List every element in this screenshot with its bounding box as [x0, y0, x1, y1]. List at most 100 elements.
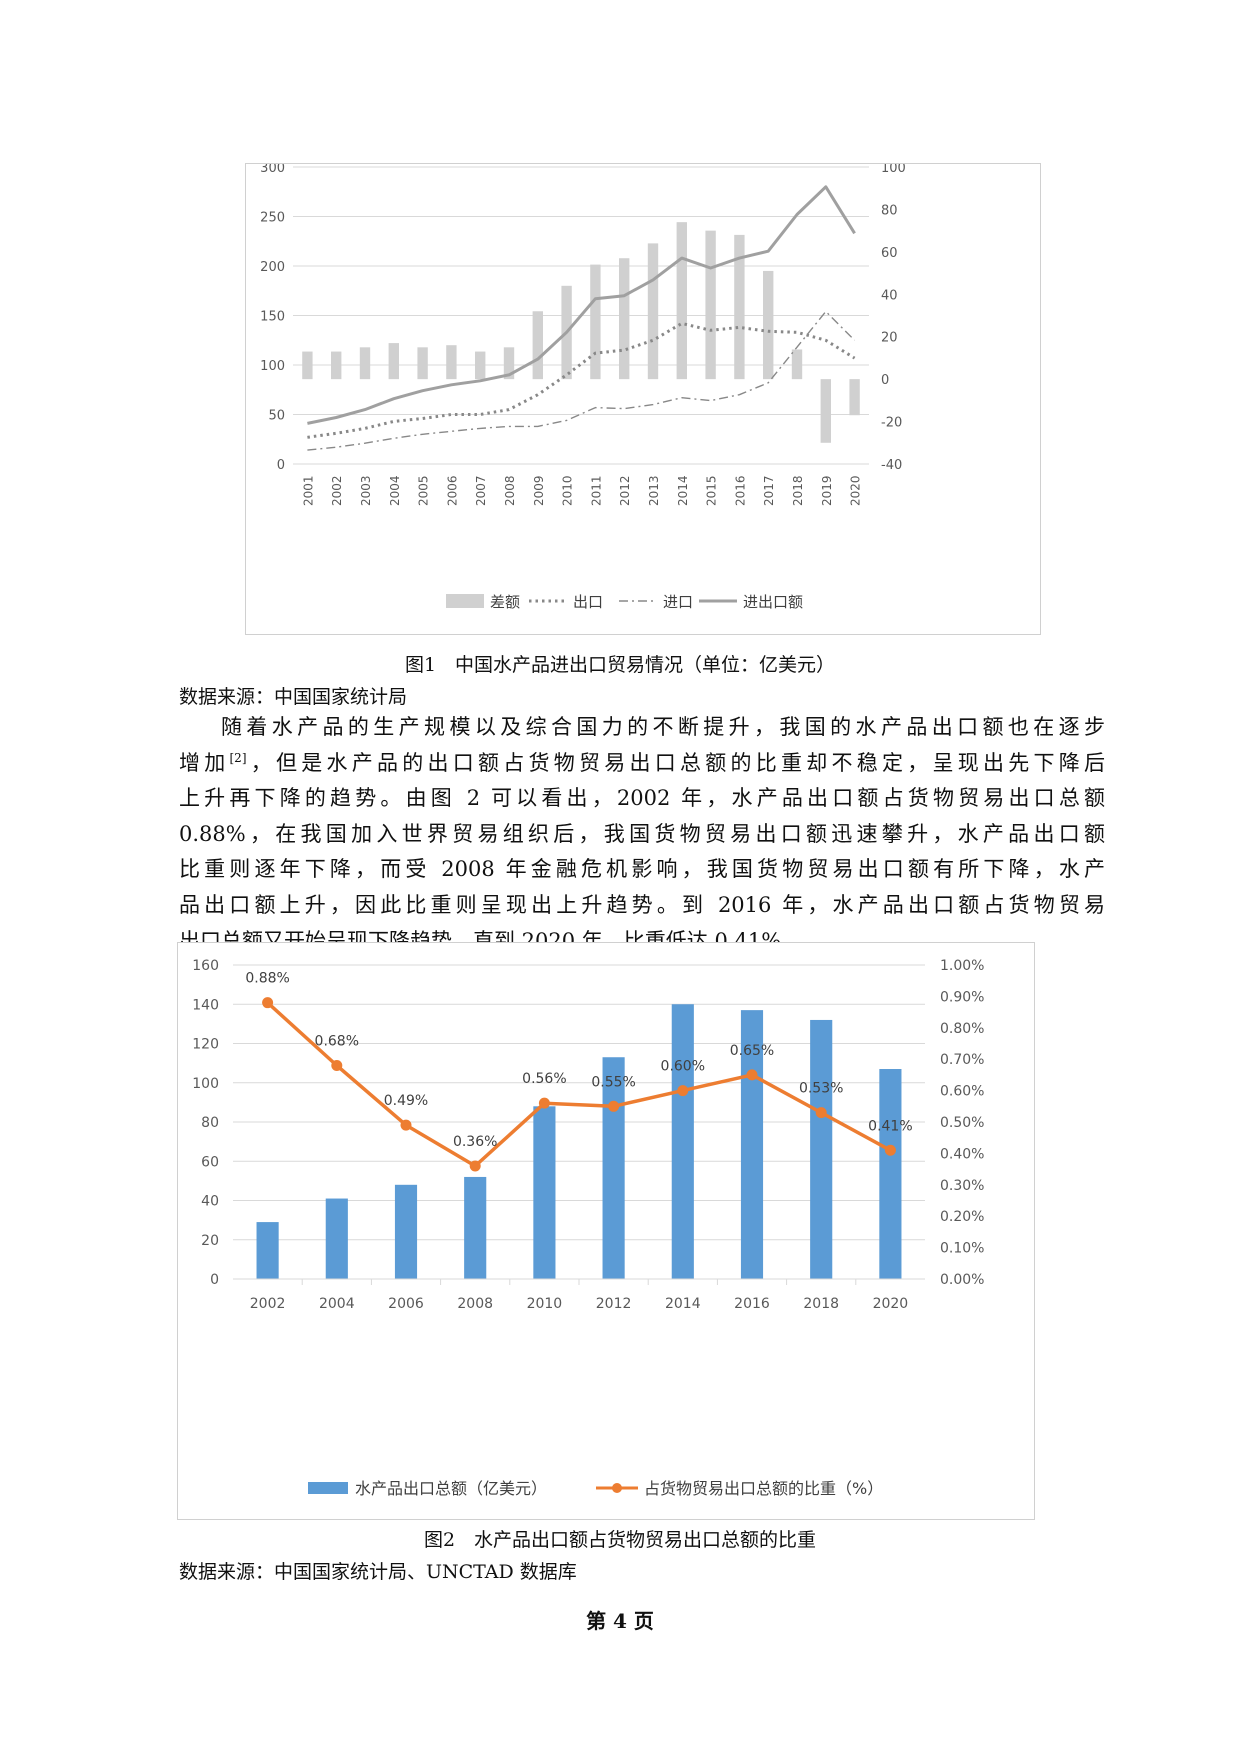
chart2-left-tick-label: 100 [192, 1076, 219, 1092]
chart1-legend-label-3: 进出口额 [743, 593, 803, 611]
chart1-svg: 0 50 100 150 200 250 300 -40 -20 0 20 40 60 80 100 2001… [260, 164, 906, 611]
chart2-left-tick-label: 40 [201, 1194, 219, 1210]
paragraph-line-2: 增加[2]，但是水产品的出口额占货物贸易出口总额的比重却不稳定，呈现出先下降后 [179, 746, 1105, 782]
chart1-bar-2001 [302, 351, 313, 380]
chart1-x-tick-label: 2006 [445, 475, 459, 506]
chart1-left-tick-label: 100 [260, 359, 285, 374]
chart2-x-tick-label: 2008 [457, 1296, 493, 1312]
chart2-right-tick-label: 0.40% [940, 1146, 984, 1162]
chart1-bar-2015 [705, 230, 716, 380]
chart2-x-tick-label: 2006 [388, 1296, 424, 1312]
chart1-left-tick-label: 150 [260, 310, 285, 325]
body-paragraph: 随着水产品的生产规模以及综合国力的不断提升，我国的水产品出口额也在逐步 增加[2… [179, 710, 1105, 959]
citation-ref: [2] [229, 750, 247, 765]
chart1-bar-2020 [849, 379, 860, 416]
chart2-data-label: 0.65% [730, 1043, 774, 1059]
chart1-bar-2017 [763, 270, 774, 380]
chart1-bar-2012 [619, 258, 630, 380]
chart1-x-tick-label: 2011 [589, 475, 603, 506]
chart1-x-tick-label: 2017 [762, 475, 776, 506]
chart1-bar-2005 [417, 347, 428, 380]
chart1-x-tick-label: 2002 [330, 475, 344, 506]
chart2-ratio-point-2010 [538, 1097, 550, 1109]
chart2-data-label: 0.41% [868, 1118, 912, 1134]
chart2-x-tick-label: 2004 [319, 1296, 355, 1312]
chart2-legend-label-line: 占货物贸易出口总额的比重（%） [644, 1479, 883, 1498]
chart2-data-label: 0.53% [799, 1081, 843, 1097]
chart2-left-tick-label: 60 [201, 1154, 219, 1170]
chart1-bar-2006 [446, 345, 457, 380]
paragraph-line-6: 品出口额上升，因此比重则呈现出上升趋势。到 2016 年，水产品出口额占货物贸易 [179, 892, 1105, 917]
chart2-legend-swatch-bar [308, 1482, 348, 1494]
chart1-bar-2014 [676, 222, 687, 380]
chart1-right-tick-label: 80 [881, 203, 898, 218]
chart2-left-tick-label: 80 [201, 1115, 219, 1131]
chart2-legend-label-bar: 水产品出口总额（亿美元） [355, 1479, 547, 1498]
chart1-right-tick-label: 20 [881, 331, 898, 346]
chart2-ratio-point-2006 [400, 1119, 412, 1131]
chart1-left-tick-label: 0 [277, 458, 285, 473]
chart1-series-line-1 [307, 310, 856, 451]
chart1-series-line-0 [307, 321, 856, 439]
chart2-x-tick-label: 2018 [803, 1296, 839, 1312]
chart2-x-tick-label: 2016 [734, 1296, 770, 1312]
chart2-ratio-point-2012 [608, 1100, 620, 1112]
chart2-left-tick-label: 0 [210, 1272, 219, 1288]
chart1-left-tick-label: 200 [260, 260, 285, 275]
chart1-bar-2002 [331, 351, 342, 380]
chart2-left-tick-label: 20 [201, 1233, 219, 1249]
chart1-x-tick-label: 2008 [503, 475, 517, 506]
chart2-bar-2020 [879, 1069, 902, 1279]
chart2-bar-2018 [810, 1019, 833, 1279]
chart2-bar-2004 [325, 1198, 348, 1279]
chart2-left-tick-label: 120 [192, 1037, 219, 1053]
chart1-left-tick-label: 50 [268, 409, 285, 424]
chart2-ratio-point-2020 [884, 1144, 896, 1156]
page-number: 第 4 页 [586, 1609, 654, 1633]
chart2-bar-2006 [394, 1184, 418, 1279]
chart2-data-label: 0.55% [591, 1074, 635, 1090]
figure1-caption: 图1 中国水产品进出口贸易情况（单位：亿美元） [404, 654, 836, 676]
chart1-right-tick-label: 100 [881, 164, 906, 176]
chart2-right-tick-label: 0.00% [940, 1272, 984, 1288]
chart2-ratio-point-2002 [262, 997, 274, 1009]
chart1-bar-2008 [503, 347, 515, 380]
chart2-ratio-point-2018 [815, 1107, 827, 1119]
chart1-bar-2009 [532, 311, 543, 380]
chart2-x-tick-label: 2002 [250, 1296, 286, 1312]
chart1-x-tick-label: 2018 [791, 475, 805, 506]
chart2-right-tick-label: 0.60% [940, 1084, 984, 1100]
chart1-bar-2007 [475, 351, 486, 380]
chart1-x-tick-label: 2016 [733, 475, 747, 506]
chart2-container: 0 20 40 60 80 100 120 140 160 0.00% 0.10% 0.20% 0.30… [177, 942, 1035, 1520]
chart2-legend-swatch-marker [612, 1483, 622, 1493]
paragraph-line-2-text-a: 增加 [179, 750, 230, 775]
chart1-x-tick-label: 2015 [705, 475, 719, 506]
chart2-data-label: 0.68% [315, 1033, 359, 1049]
figure1-source: 数据来源：中国国家统计局 [179, 686, 408, 708]
chart1-container: 0 50 100 150 200 250 300 -40 -20 0 20 40 60 80 100 2001… [245, 163, 1041, 635]
chart2-bar-2012 [602, 1057, 625, 1279]
chart2-bar-2014 [671, 1004, 694, 1279]
chart1-legend-label-2: 进口 [663, 593, 693, 611]
chart1-bar-2004 [388, 343, 399, 380]
chart2-ratio-point-2008 [469, 1160, 481, 1172]
chart1-x-tick-label: 2010 [561, 475, 575, 506]
chart1-x-tick-label: 2012 [618, 475, 632, 506]
chart1-right-tick-label: 60 [881, 246, 898, 261]
chart2-ratio-point-2014 [677, 1085, 689, 1097]
chart1-x-tick-label: 2019 [820, 475, 834, 506]
chart1-right-tick-label: -40 [881, 458, 902, 473]
chart1-bar-2016 [734, 234, 745, 380]
chart2-right-tick-label: 0.30% [940, 1178, 984, 1194]
chart2-data-label: 0.60% [661, 1059, 705, 1075]
chart1-x-tick-label: 2004 [388, 475, 402, 506]
chart1-legend-label-1: 出口 [573, 593, 603, 611]
chart2-ratio-point-2004 [331, 1059, 343, 1071]
chart1-bar-2013 [647, 243, 659, 380]
chart2-right-tick-label: 0.50% [940, 1115, 984, 1131]
chart1-bar-2018 [791, 349, 803, 380]
chart2-bar-2010 [533, 1106, 556, 1279]
chart2-x-tick-label: 2012 [596, 1296, 632, 1312]
chart1-x-tick-label: 2020 [849, 475, 863, 506]
